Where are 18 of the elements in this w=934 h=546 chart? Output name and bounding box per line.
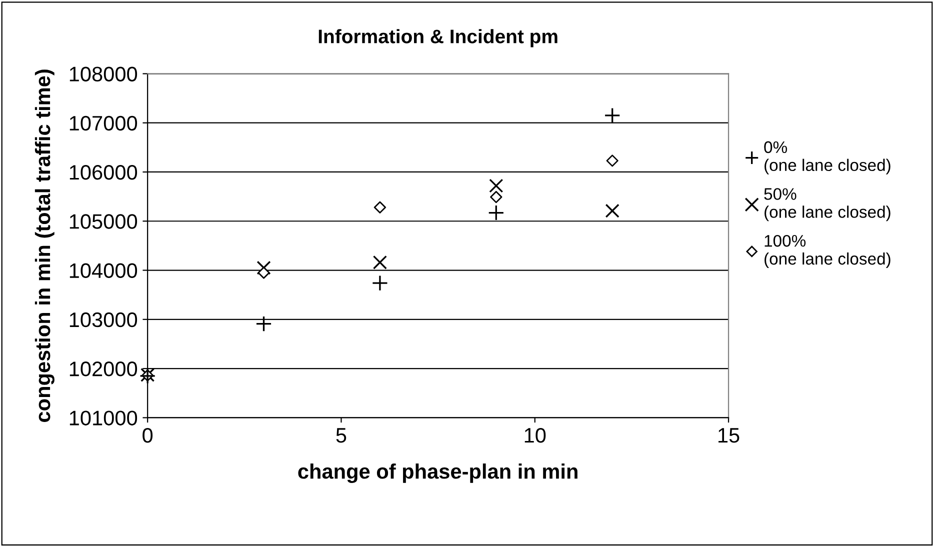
- y-tick-label: 101000: [70, 410, 138, 426]
- y-tick-label: 103000: [70, 312, 138, 328]
- y-axis-title: congestion in min (total traffic time): [34, 70, 54, 422]
- x-tick-label: 15: [718, 428, 740, 443]
- x-tick-label: 0: [142, 428, 153, 443]
- legend-label: 0% (one lane closed): [764, 141, 890, 174]
- chart-title: Information & Incident pm: [318, 29, 558, 48]
- y-tick-label: 107000: [70, 116, 138, 131]
- x-axis-title: change of phase-plan in min: [298, 464, 578, 484]
- y-tick-label: 102000: [70, 362, 138, 376]
- y-tick-label: 108000: [70, 66, 138, 82]
- x-tick-label: 5: [336, 428, 346, 443]
- y-tick-label: 104000: [70, 263, 138, 278]
- y-tick-label: 105000: [70, 214, 138, 229]
- legend-label: 50% (one lane closed): [764, 188, 890, 222]
- y-tick-label: 106000: [70, 164, 138, 180]
- legend-label: 100% (one lane closed): [764, 234, 890, 268]
- x-tick-label: 10: [524, 428, 546, 443]
